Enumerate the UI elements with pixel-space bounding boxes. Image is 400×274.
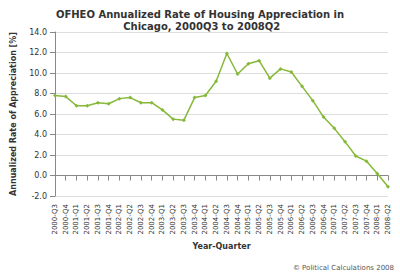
svg-text:2001-Q3: 2001-Q3 [94,204,102,235]
svg-text:2000-Q3: 2000-Q3 [51,204,59,235]
svg-text:2003-Q4: 2003-Q4 [191,203,199,234]
svg-text:2007-Q3: 2007-Q3 [352,204,360,235]
svg-text:2002-Q2: 2002-Q2 [126,204,134,235]
svg-text:0.0: 0.0 [34,171,47,180]
svg-text:4.0: 4.0 [34,130,47,139]
svg-text:12.0: 12.0 [29,48,47,57]
svg-text:2002-Q1: 2002-Q1 [115,204,123,235]
svg-text:2005-Q2: 2005-Q2 [255,204,263,235]
svg-text:Chicago, 2000Q3 to 2008Q2: Chicago, 2000Q3 to 2008Q2 [120,21,281,32]
svg-text:2002-Q4: 2002-Q4 [148,203,156,234]
svg-text:Year-Quarter: Year-Quarter [191,242,250,251]
svg-text:2008-Q1: 2008-Q1 [373,204,381,235]
svg-text:2001-Q1: 2001-Q1 [72,204,80,235]
svg-text:2004-Q1: 2004-Q1 [201,204,209,235]
svg-text:Annualized Rate of Appreciatio: Annualized Rate of Appreciation [%] [9,32,18,196]
svg-text:2005-Q4: 2005-Q4 [277,203,285,234]
svg-text:2007-Q4: 2007-Q4 [363,203,371,234]
svg-text:10.0: 10.0 [29,69,47,78]
svg-text:2004-Q2: 2004-Q2 [212,204,220,235]
svg-text:2008-Q2: 2008-Q2 [384,204,392,235]
svg-text:2.0: 2.0 [34,151,47,160]
svg-text:-2.0: -2.0 [31,192,47,201]
svg-text:OFHEO Annualized Rate of Housi: OFHEO Annualized Rate of Housing Appreci… [56,9,344,20]
svg-text:2006-Q2: 2006-Q2 [298,204,306,235]
svg-text:2004-Q4: 2004-Q4 [234,203,242,234]
svg-text:2005-Q1: 2005-Q1 [244,204,252,235]
svg-text:2003-Q2: 2003-Q2 [169,204,177,235]
svg-text:6.0: 6.0 [34,110,47,119]
svg-text:© Political Calculations 2008: © Political Calculations 2008 [293,264,394,272]
svg-text:2001-Q2: 2001-Q2 [83,204,91,235]
svg-text:2003-Q3: 2003-Q3 [180,204,188,235]
svg-text:2000-Q4: 2000-Q4 [62,203,70,234]
svg-text:2006-Q3: 2006-Q3 [309,204,317,235]
svg-text:2007-Q1: 2007-Q1 [330,204,338,235]
svg-text:2004-Q3: 2004-Q3 [223,204,231,235]
svg-text:2006-Q4: 2006-Q4 [320,203,328,234]
svg-text:2003-Q1: 2003-Q1 [158,204,166,235]
svg-text:8.0: 8.0 [34,89,47,98]
svg-text:2006-Q1: 2006-Q1 [287,204,295,235]
svg-text:2001-Q4: 2001-Q4 [105,203,113,234]
svg-text:14.0: 14.0 [29,28,47,37]
svg-text:2007-Q2: 2007-Q2 [341,204,349,235]
svg-text:2002-Q3: 2002-Q3 [137,204,145,235]
svg-text:2005-Q3: 2005-Q3 [266,204,274,235]
